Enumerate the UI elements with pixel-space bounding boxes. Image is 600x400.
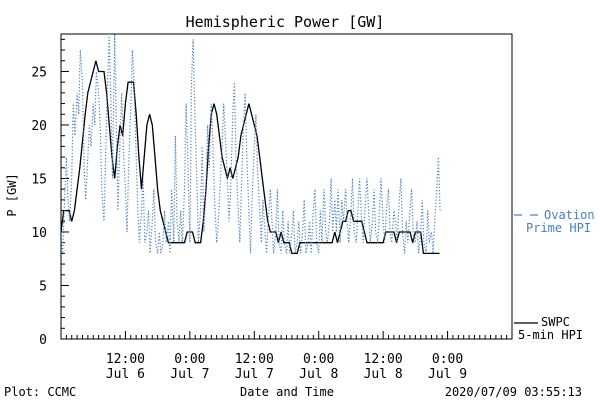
ovation-legend-line2: Prime HPI — [526, 221, 591, 235]
y-tick-label: 10 — [31, 226, 47, 241]
swpc-legend-line2: 5-min HPI — [518, 328, 583, 342]
y-tick-label: 15 — [31, 172, 47, 187]
x-axis-label: Date and Time — [240, 385, 334, 399]
x-tick-date-label: Jul 7 — [170, 367, 209, 382]
swpc-legend-line1: SWPC — [541, 315, 570, 329]
y-tick-label: 5 — [39, 279, 47, 294]
chart-title: Hemispheric Power [GW] — [186, 13, 385, 31]
x-tick-time-label: 12:00 — [235, 352, 274, 367]
x-tick-time-label: 0:00 — [174, 352, 205, 367]
x-tick-time-label: 0:00 — [303, 352, 334, 367]
y-tick-label: 25 — [31, 65, 47, 80]
x-tick-date-label: Jul 7 — [235, 367, 274, 382]
ovation-legend-line1: Ovation — [544, 208, 595, 222]
x-tick-time-label: 12:00 — [106, 352, 145, 367]
x-tick-time-label: 12:00 — [364, 352, 403, 367]
footer-plot-credit: Plot: CCMC — [4, 385, 76, 399]
footer-timestamp: 2020/07/09 03:55:13 — [445, 385, 582, 399]
y-axis-label: P [GW] — [5, 173, 19, 216]
x-tick-date-label: Jul 8 — [364, 367, 403, 382]
x-tick-date-label: Jul 9 — [428, 367, 467, 382]
swpc-series-line — [61, 60, 440, 255]
x-tick-time-label: 0:00 — [432, 352, 463, 367]
y-tick-label: 0 — [39, 333, 47, 348]
x-tick-date-label: Jul 6 — [106, 367, 145, 382]
y-tick-label: 20 — [31, 119, 47, 134]
x-tick-date-label: Jul 8 — [299, 367, 338, 382]
